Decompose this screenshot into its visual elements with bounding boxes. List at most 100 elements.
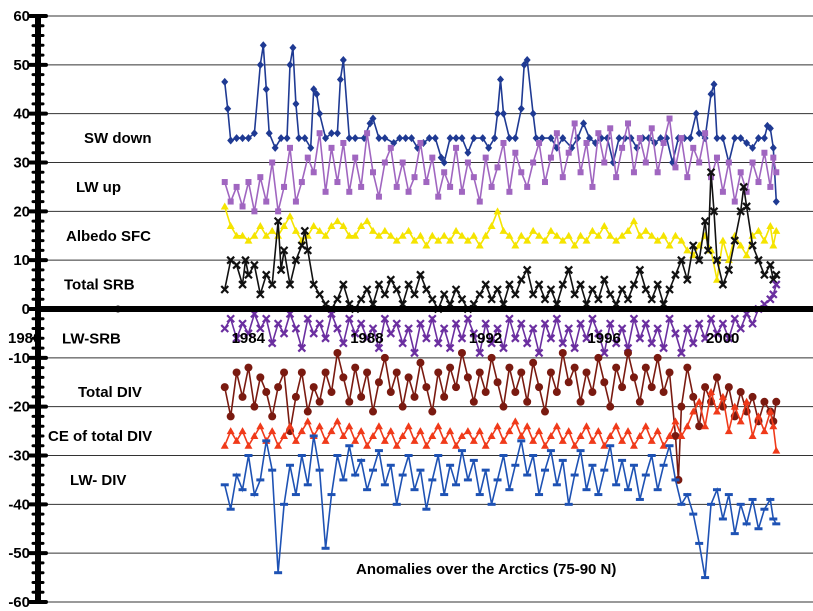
point-5-56 [552,388,561,397]
point-1-17 [322,188,329,195]
point-2-37 [440,231,449,239]
point-6-43 [475,427,484,435]
point-1-81 [702,130,709,137]
point-2-22 [351,231,360,239]
point-2-13 [297,236,306,244]
point-1-49 [512,149,519,156]
point-1-11 [286,144,293,151]
point-0-3 [233,134,241,143]
point-1-9 [275,208,282,215]
point-5-62 [588,388,597,397]
point-4-47 [499,343,508,353]
point-2-72 [647,231,656,239]
point-6-5 [250,431,259,439]
point-0-52 [491,134,499,143]
y-tick-label: 40 [13,106,30,123]
point-1-69 [630,169,637,176]
point-2-34 [422,241,431,249]
point-4-50 [516,319,526,328]
point-1-20 [340,139,347,146]
point-0-53 [494,109,502,118]
point-6-9 [274,441,283,449]
point-5-49 [511,388,520,397]
point-5-29 [392,368,401,377]
point-4-29 [392,319,402,328]
point-2-43 [475,241,484,249]
point-3-74 [641,285,651,294]
point-2-0 [220,202,229,210]
point-1-36 [435,193,442,200]
point-4-28 [386,329,396,338]
point-5-1 [226,412,235,421]
point-4-41 [463,314,473,324]
point-3-86 [706,167,716,177]
point-2-6 [256,221,265,229]
point-6-90 [754,412,763,420]
point-5-18 [327,388,336,397]
series-1 [221,115,780,215]
point-2-33 [416,231,425,239]
point-3-96 [754,255,763,265]
point-1-32 [411,174,418,181]
point-2-18 [327,221,336,229]
point-6-21 [345,422,354,430]
point-3-9 [267,280,277,289]
point-0-20 [310,85,318,94]
point-6-80 [695,397,704,405]
point-0-26 [336,75,344,84]
point-1-30 [399,159,406,166]
point-3-26 [356,294,366,304]
point-2-24 [363,217,372,225]
point-6-36 [434,422,443,430]
point-0-100 [754,134,762,143]
series-3 [220,167,781,314]
point-2-52 [529,226,538,234]
point-2-69 [629,217,638,225]
point-2-61 [582,236,591,244]
point-6-17 [321,436,330,444]
point-2-21 [345,231,354,239]
point-3-87 [709,207,719,216]
point-3-98 [766,260,775,270]
point-5-37 [440,392,449,401]
point-4-71 [641,319,651,328]
point-3-38 [428,294,437,304]
point-6-88 [742,397,751,405]
point-5-47 [499,402,508,411]
point-5-43 [475,368,484,377]
point-0-43 [437,153,445,162]
point-3-22 [333,294,342,304]
point-0-18 [301,134,309,143]
point-3-47 [481,280,490,289]
point-1-24 [364,130,371,137]
point-3-61 [564,265,573,275]
y-tick-label: -20 [8,399,30,416]
point-2-28 [386,231,395,239]
point-1-44 [482,154,489,161]
point-3-100 [772,270,781,280]
point-3-48 [487,294,496,304]
point-5-42 [469,397,478,406]
point-4-30 [398,338,407,348]
point-1-60 [577,169,584,176]
point-0-74 [609,158,617,167]
point-3-11 [276,265,286,275]
point-3-65 [588,285,597,294]
point-1-42 [470,174,477,181]
point-4-56 [552,314,562,324]
point-4-75 [665,314,674,324]
point-5-51 [523,397,532,406]
point-6-67 [618,436,627,444]
point-3-32 [392,285,402,294]
point-3-5 [244,270,253,280]
point-2-64 [600,221,609,229]
point-2-11 [285,212,294,220]
point-0-37 [402,134,410,143]
x-tick-label: 1984 [232,330,266,347]
point-0-5 [244,134,252,143]
point-6-84 [718,392,727,400]
point-2-56 [552,231,561,239]
point-6-60 [576,431,585,439]
point-3-3 [238,280,247,289]
point-3-68 [605,290,615,299]
